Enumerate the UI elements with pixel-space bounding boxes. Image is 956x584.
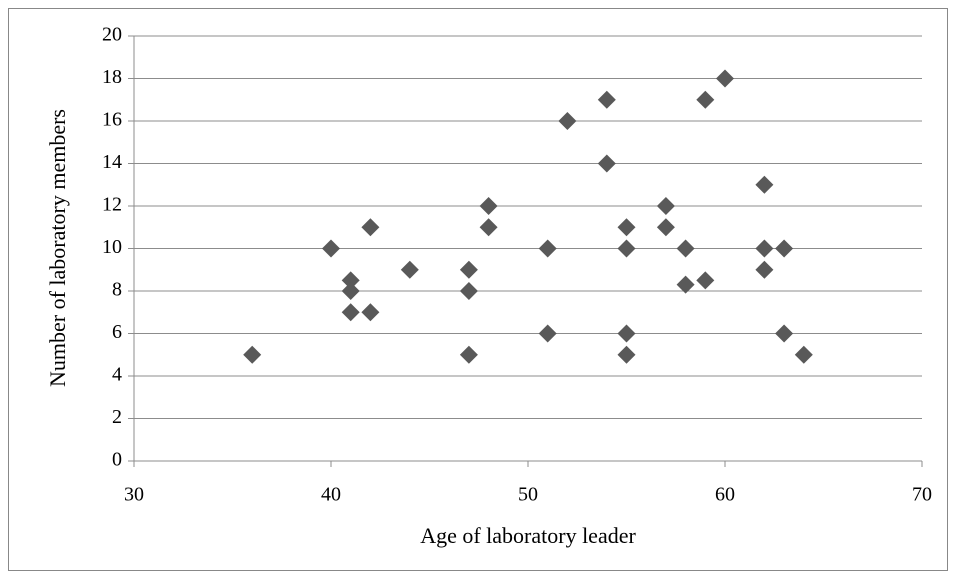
point [696, 271, 715, 290]
y-tick-label: 0 [112, 449, 122, 471]
y-tick-label: 6 [112, 321, 122, 343]
y-tick-label: 8 [112, 279, 122, 301]
point [361, 218, 380, 237]
point [341, 303, 360, 322]
point [558, 112, 577, 130]
point [676, 239, 695, 258]
point [656, 197, 675, 215]
point [617, 239, 636, 258]
y-tick-label: 2 [112, 406, 122, 428]
point [459, 282, 478, 300]
x-axis-title: Age of laboratory leader [420, 523, 636, 548]
point [479, 197, 498, 215]
x-tick-label: 60 [715, 484, 735, 506]
y-tick-label: 12 [102, 194, 122, 216]
point [696, 90, 715, 109]
point [755, 175, 774, 194]
x-tick-label: 70 [912, 484, 932, 506]
point [361, 303, 380, 322]
x-tick-label: 50 [518, 484, 538, 506]
point [459, 345, 478, 364]
point [538, 239, 557, 258]
point [775, 239, 794, 258]
chart-border [8, 8, 948, 571]
point [322, 239, 340, 258]
point [716, 69, 734, 88]
point [676, 275, 695, 294]
point [400, 260, 419, 279]
y-tick-label: 4 [112, 364, 122, 386]
point [794, 345, 813, 364]
point [341, 271, 360, 290]
y-tick-label: 16 [102, 109, 122, 131]
point [617, 345, 636, 364]
point [538, 324, 557, 343]
point [755, 239, 774, 258]
point [617, 324, 636, 343]
y-tick-label: 14 [102, 151, 122, 173]
point [243, 345, 262, 364]
point [617, 218, 636, 237]
y-tick-label: 18 [102, 66, 122, 88]
point [755, 260, 774, 279]
x-tick-label: 30 [124, 484, 144, 506]
y-axis-title: Number of laboratory members [45, 109, 70, 387]
point [341, 282, 360, 300]
x-tick-label: 40 [321, 484, 341, 506]
point [597, 90, 616, 109]
point [775, 324, 794, 343]
y-tick-label: 20 [102, 24, 122, 46]
point [656, 218, 675, 237]
point [459, 260, 478, 279]
y-tick-label: 10 [102, 236, 122, 258]
point [479, 218, 498, 237]
point [597, 154, 616, 173]
